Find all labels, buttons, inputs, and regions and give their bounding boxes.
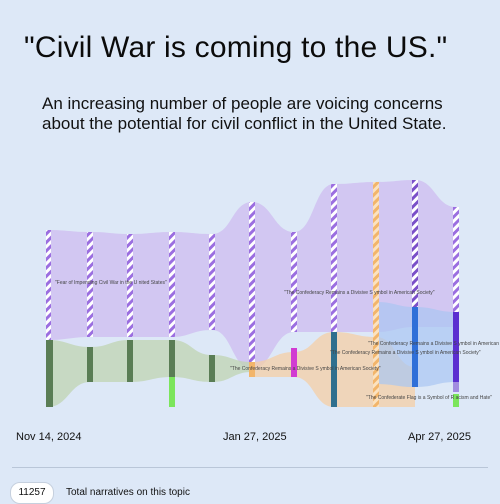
flow-band-confederacy-symbol: [48, 340, 252, 407]
node-fear-col-8: [331, 184, 337, 332]
node-fear-col-11: [453, 207, 459, 312]
node-blue-col-10: [412, 307, 418, 387]
node-fear-col-7: [291, 232, 297, 332]
node-label-racism: "The Confederate Flag is a Symbol of R a…: [366, 395, 492, 401]
node-violet-col-11: [453, 312, 459, 382]
node-teal-col-8: [331, 332, 337, 407]
node-fear-col-5: [209, 234, 215, 330]
node-green-col-5: [209, 355, 215, 382]
node-magenta-col-7: [291, 348, 297, 377]
footer-divider: [12, 467, 488, 468]
node-fear-col-6: [249, 202, 255, 369]
node-fear-col-2: [87, 232, 93, 337]
node-label-fear-1: "Fear of Impending Civil War in the U ni…: [55, 280, 167, 286]
subheadline: An increasing number of people are voici…: [42, 94, 447, 133]
node-lavender-col-11: [453, 382, 459, 392]
node-label-confederacy-2: "The Confederacy Remains a Divisive S ym…: [230, 366, 381, 372]
headline: "Civil War is coming to the US.": [24, 31, 448, 64]
node-label-confederacy-3: "The Confederacy Remains a Divisive S ym…: [330, 350, 481, 356]
node-label-confederacy-1: "The Confederacy Remains a Divisive S ym…: [284, 290, 435, 296]
node-fear-col-3: [127, 234, 133, 337]
narrative-count-badge: 11257: [10, 482, 54, 504]
node-orange-col-9: [373, 182, 379, 407]
date-start: Nov 14, 2024: [16, 431, 82, 443]
node-fear-col-10: [412, 180, 418, 307]
node-orange-col-6: [249, 362, 255, 377]
node-bright-green-col-11: [453, 394, 459, 407]
node-bright-green-col-4: [169, 377, 175, 407]
node-label-confederacy-4: "The Confederacy Remains a Divisive S ym…: [368, 341, 500, 347]
date-middle: Jan 27, 2025: [223, 431, 287, 443]
narrative-count-label: Total narratives on this topic: [66, 487, 190, 498]
node-green-col-1: [46, 340, 53, 407]
node-green-col-3: [127, 340, 133, 382]
node-fear-col-4: [169, 232, 175, 337]
date-end: Apr 27, 2025: [408, 431, 471, 443]
node-green-col-4: [169, 340, 175, 377]
node-green-col-2: [87, 347, 93, 382]
node-fear-col-1: [46, 230, 51, 340]
narrative-flow-chart: "Fear of Impending Civil War in the U ni…: [46, 180, 500, 407]
